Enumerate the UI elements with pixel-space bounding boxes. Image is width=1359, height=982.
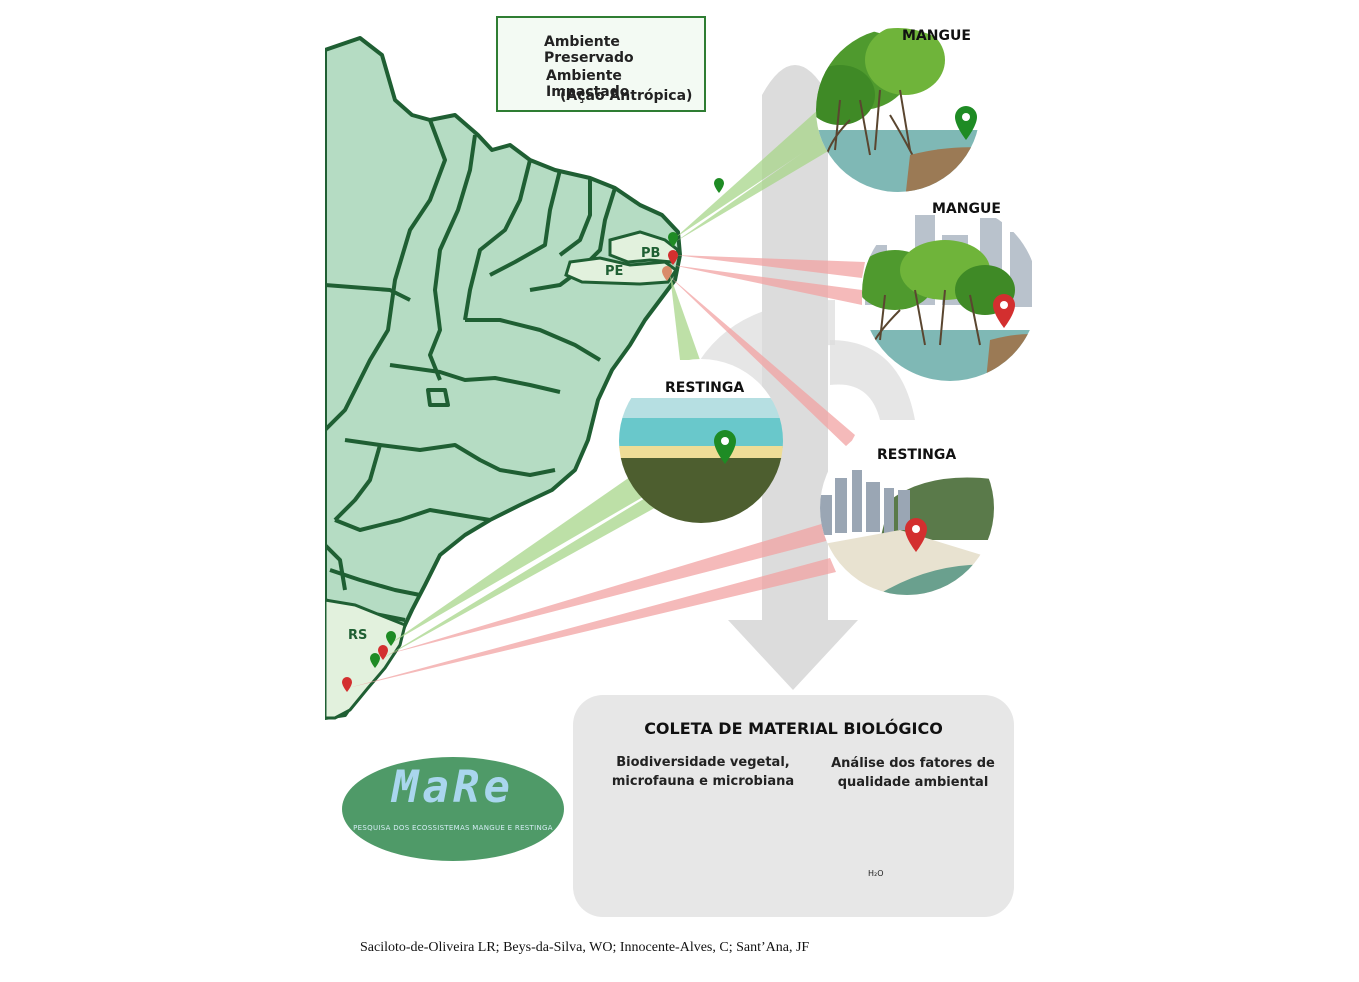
site-label-restinga-impacted: RESTINGA <box>877 447 957 463</box>
state-pe <box>564 256 679 286</box>
site-label-mangue-impacted: MANGUE <box>932 201 1001 217</box>
legend-impacted-label: Ambiente Impactado <box>546 68 630 100</box>
h2o-label: H₂O <box>868 869 884 878</box>
collection-quality-line1: Análise dos fatores de <box>831 756 995 771</box>
restinga-impacted-scene <box>820 421 994 595</box>
site-label-restinga-preserved: RESTINGA <box>665 380 745 396</box>
legend: Ambiente Preservado Ambiente Impactado (… <box>496 16 706 112</box>
legend-preserved-label: Ambiente Preservado <box>544 34 634 66</box>
collection-title: COLETA DE MATERIAL BIOLÓGICO <box>644 719 943 738</box>
collection-quality-line2: qualidade ambiental <box>837 775 989 790</box>
brazil-map <box>325 36 682 720</box>
collection-biodiversity-line2: microfauna e microbiana <box>611 774 795 789</box>
state-label-pb: PB <box>641 246 661 261</box>
mare-logo <box>342 757 564 861</box>
collection-quality-label: Análise dos fatores de qualidade ambient… <box>828 754 998 792</box>
red-rays <box>348 255 865 688</box>
collection-biodiversity-label: Biodiversidade vegetal, microfauna e mic… <box>600 753 806 791</box>
collection-panel <box>573 695 1014 917</box>
author-credits: Saciloto-de-Oliveira LR; Beys-da-Silva, … <box>360 940 810 955</box>
legend-impacted-sublabel: (Ação Antrópica) <box>560 88 693 104</box>
mare-logo-subtitle: PESQUISA DOS ECOSSISTEMAS MANGUE E RESTI… <box>353 824 553 832</box>
state-label-pe: PE <box>605 264 624 279</box>
collection-biodiversity-line1: Biodiversidade vegetal, <box>616 755 790 770</box>
site-label-mangue-preserved: MANGUE <box>902 28 971 44</box>
state-label-rs: RS <box>348 628 368 643</box>
green-rays <box>380 108 840 660</box>
mare-logo-name: MaRe <box>392 762 514 813</box>
mangue-preserved-scene <box>816 28 980 192</box>
